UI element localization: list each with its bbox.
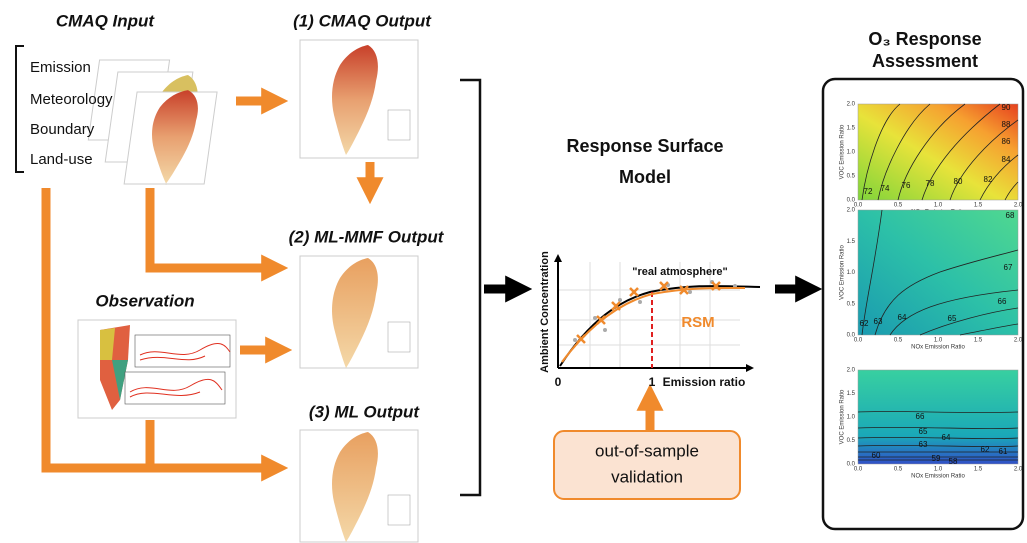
x-tick-label: 0.0 — [854, 467, 863, 473]
contour-label: 60 — [872, 451, 881, 460]
contour-label: 66 — [998, 297, 1007, 306]
contour-label: 63 — [874, 317, 883, 326]
assessment-title: Assessment — [872, 51, 978, 71]
contour-label: 58 — [949, 457, 958, 466]
x-tick-label: 2.0 — [1014, 203, 1023, 209]
bracket — [16, 46, 24, 172]
contour-label: 82 — [984, 175, 993, 184]
contour-label: 72 — [864, 187, 873, 196]
contour-label: 78 — [926, 179, 935, 188]
x-axis-label: NOx Emission Ratio — [911, 474, 965, 480]
y-axis-label: Ambient Concentration — [539, 251, 551, 373]
contour-label: 65 — [919, 427, 928, 436]
x-tick-label: 1.5 — [974, 203, 983, 209]
y-tick-label: 2.0 — [847, 208, 856, 214]
y-tick-label: 0.0 — [847, 198, 856, 204]
contour-label: 76 — [902, 181, 911, 190]
y-tick-label: 2.0 — [847, 102, 856, 108]
y-axis-label: VOC Emission Ratio — [840, 244, 846, 299]
contour-panels: 0.00.00.50.51.01.01.51.52.02.0NOx Emissi… — [840, 102, 1023, 480]
validation-text: out-of-sample — [595, 441, 699, 460]
x-tick-label: 0.5 — [894, 338, 903, 344]
cmaq-input-title: CMAQ Input — [56, 11, 156, 30]
diagram: CMAQ Input Emission Meteorology Boundary… — [0, 0, 1027, 543]
x-tick-label: 0.5 — [894, 203, 903, 209]
output-title: (3) ML Output — [309, 402, 420, 421]
contour-label: 65 — [948, 314, 957, 323]
contour-label: 59 — [932, 454, 941, 463]
input-item: Land-use — [30, 151, 93, 168]
x-tick-label: 0.0 — [854, 203, 863, 209]
contour-label: 67 — [1004, 263, 1013, 272]
bracket — [460, 80, 480, 495]
x-tick-label: 1.0 — [934, 467, 943, 473]
y-axis-label: VOC Emission Ratio — [840, 124, 846, 179]
contour-label: 64 — [898, 313, 907, 322]
y-tick-label: 1.0 — [847, 270, 856, 276]
contour-label: 64 — [942, 433, 951, 442]
rsm-title: Model — [619, 167, 671, 187]
contour-label: 84 — [1002, 155, 1011, 164]
output-map — [300, 430, 418, 542]
contour-label: 80 — [954, 177, 963, 186]
x-tick-label: 0 — [555, 375, 562, 389]
input-maps — [88, 60, 217, 185]
contour-label: 62 — [860, 319, 869, 328]
curve-label: RSM — [681, 314, 714, 331]
observation-title: Observation — [95, 291, 194, 310]
input-item: Meteorology — [30, 91, 113, 108]
y-tick-label: 1.0 — [847, 415, 856, 421]
y-tick-label: 1.5 — [847, 126, 856, 132]
y-tick-label: 1.5 — [847, 391, 856, 397]
output-map — [300, 256, 418, 368]
y-tick-label: 0.5 — [847, 301, 856, 307]
contour-label: 74 — [881, 184, 890, 193]
y-tick-label: 1.5 — [847, 239, 856, 245]
contour-label: 66 — [916, 412, 925, 421]
output-title: (2) ML-MMF Output — [289, 227, 445, 246]
y-tick-label: 2.0 — [847, 368, 856, 374]
contour-label: 63 — [919, 440, 928, 449]
input-item: Boundary — [30, 121, 95, 138]
validation-text: validation — [611, 467, 683, 486]
x-axis-label: NOx Emission Ratio — [911, 345, 965, 351]
x-tick-label: 1.0 — [934, 338, 943, 344]
x-tick-label: 1.0 — [934, 203, 943, 209]
y-tick-label: 0.5 — [847, 438, 856, 444]
y-tick-label: 0.0 — [847, 462, 856, 468]
y-tick-label: 0.0 — [847, 333, 856, 339]
annotation: "real atmosphere" — [632, 266, 727, 278]
output-title: (1) CMAQ Output — [293, 11, 432, 30]
x-tick-label: 0.5 — [894, 467, 903, 473]
y-tick-label: 1.0 — [847, 150, 856, 156]
assessment-title: O₃ Response — [868, 29, 981, 49]
x-axis-label: Emission ratio — [663, 375, 746, 389]
y-tick-label: 0.5 — [847, 174, 856, 180]
x-tick-label: 1 — [649, 375, 656, 389]
x-tick-label: 2.0 — [1014, 467, 1023, 473]
contour-label: 61 — [999, 447, 1008, 456]
y-axis-label: VOC Emission Ratio — [840, 389, 846, 444]
contour-label: 86 — [1002, 137, 1011, 146]
observation-image — [78, 320, 236, 418]
x-tick-label: 2.0 — [1014, 338, 1023, 344]
input-item: Emission — [30, 59, 91, 76]
contour-label: 88 — [1002, 120, 1011, 129]
x-tick-label: 0.0 — [854, 338, 863, 344]
rsm-title: Response Surface — [566, 136, 723, 156]
contour-label: 62 — [981, 445, 990, 454]
contour-label: 90 — [1002, 103, 1011, 112]
x-tick-label: 1.5 — [974, 338, 983, 344]
output-map — [300, 40, 418, 158]
x-tick-label: 1.5 — [974, 467, 983, 473]
contour-label: 68 — [1006, 211, 1015, 220]
contour-plot — [858, 370, 1018, 464]
